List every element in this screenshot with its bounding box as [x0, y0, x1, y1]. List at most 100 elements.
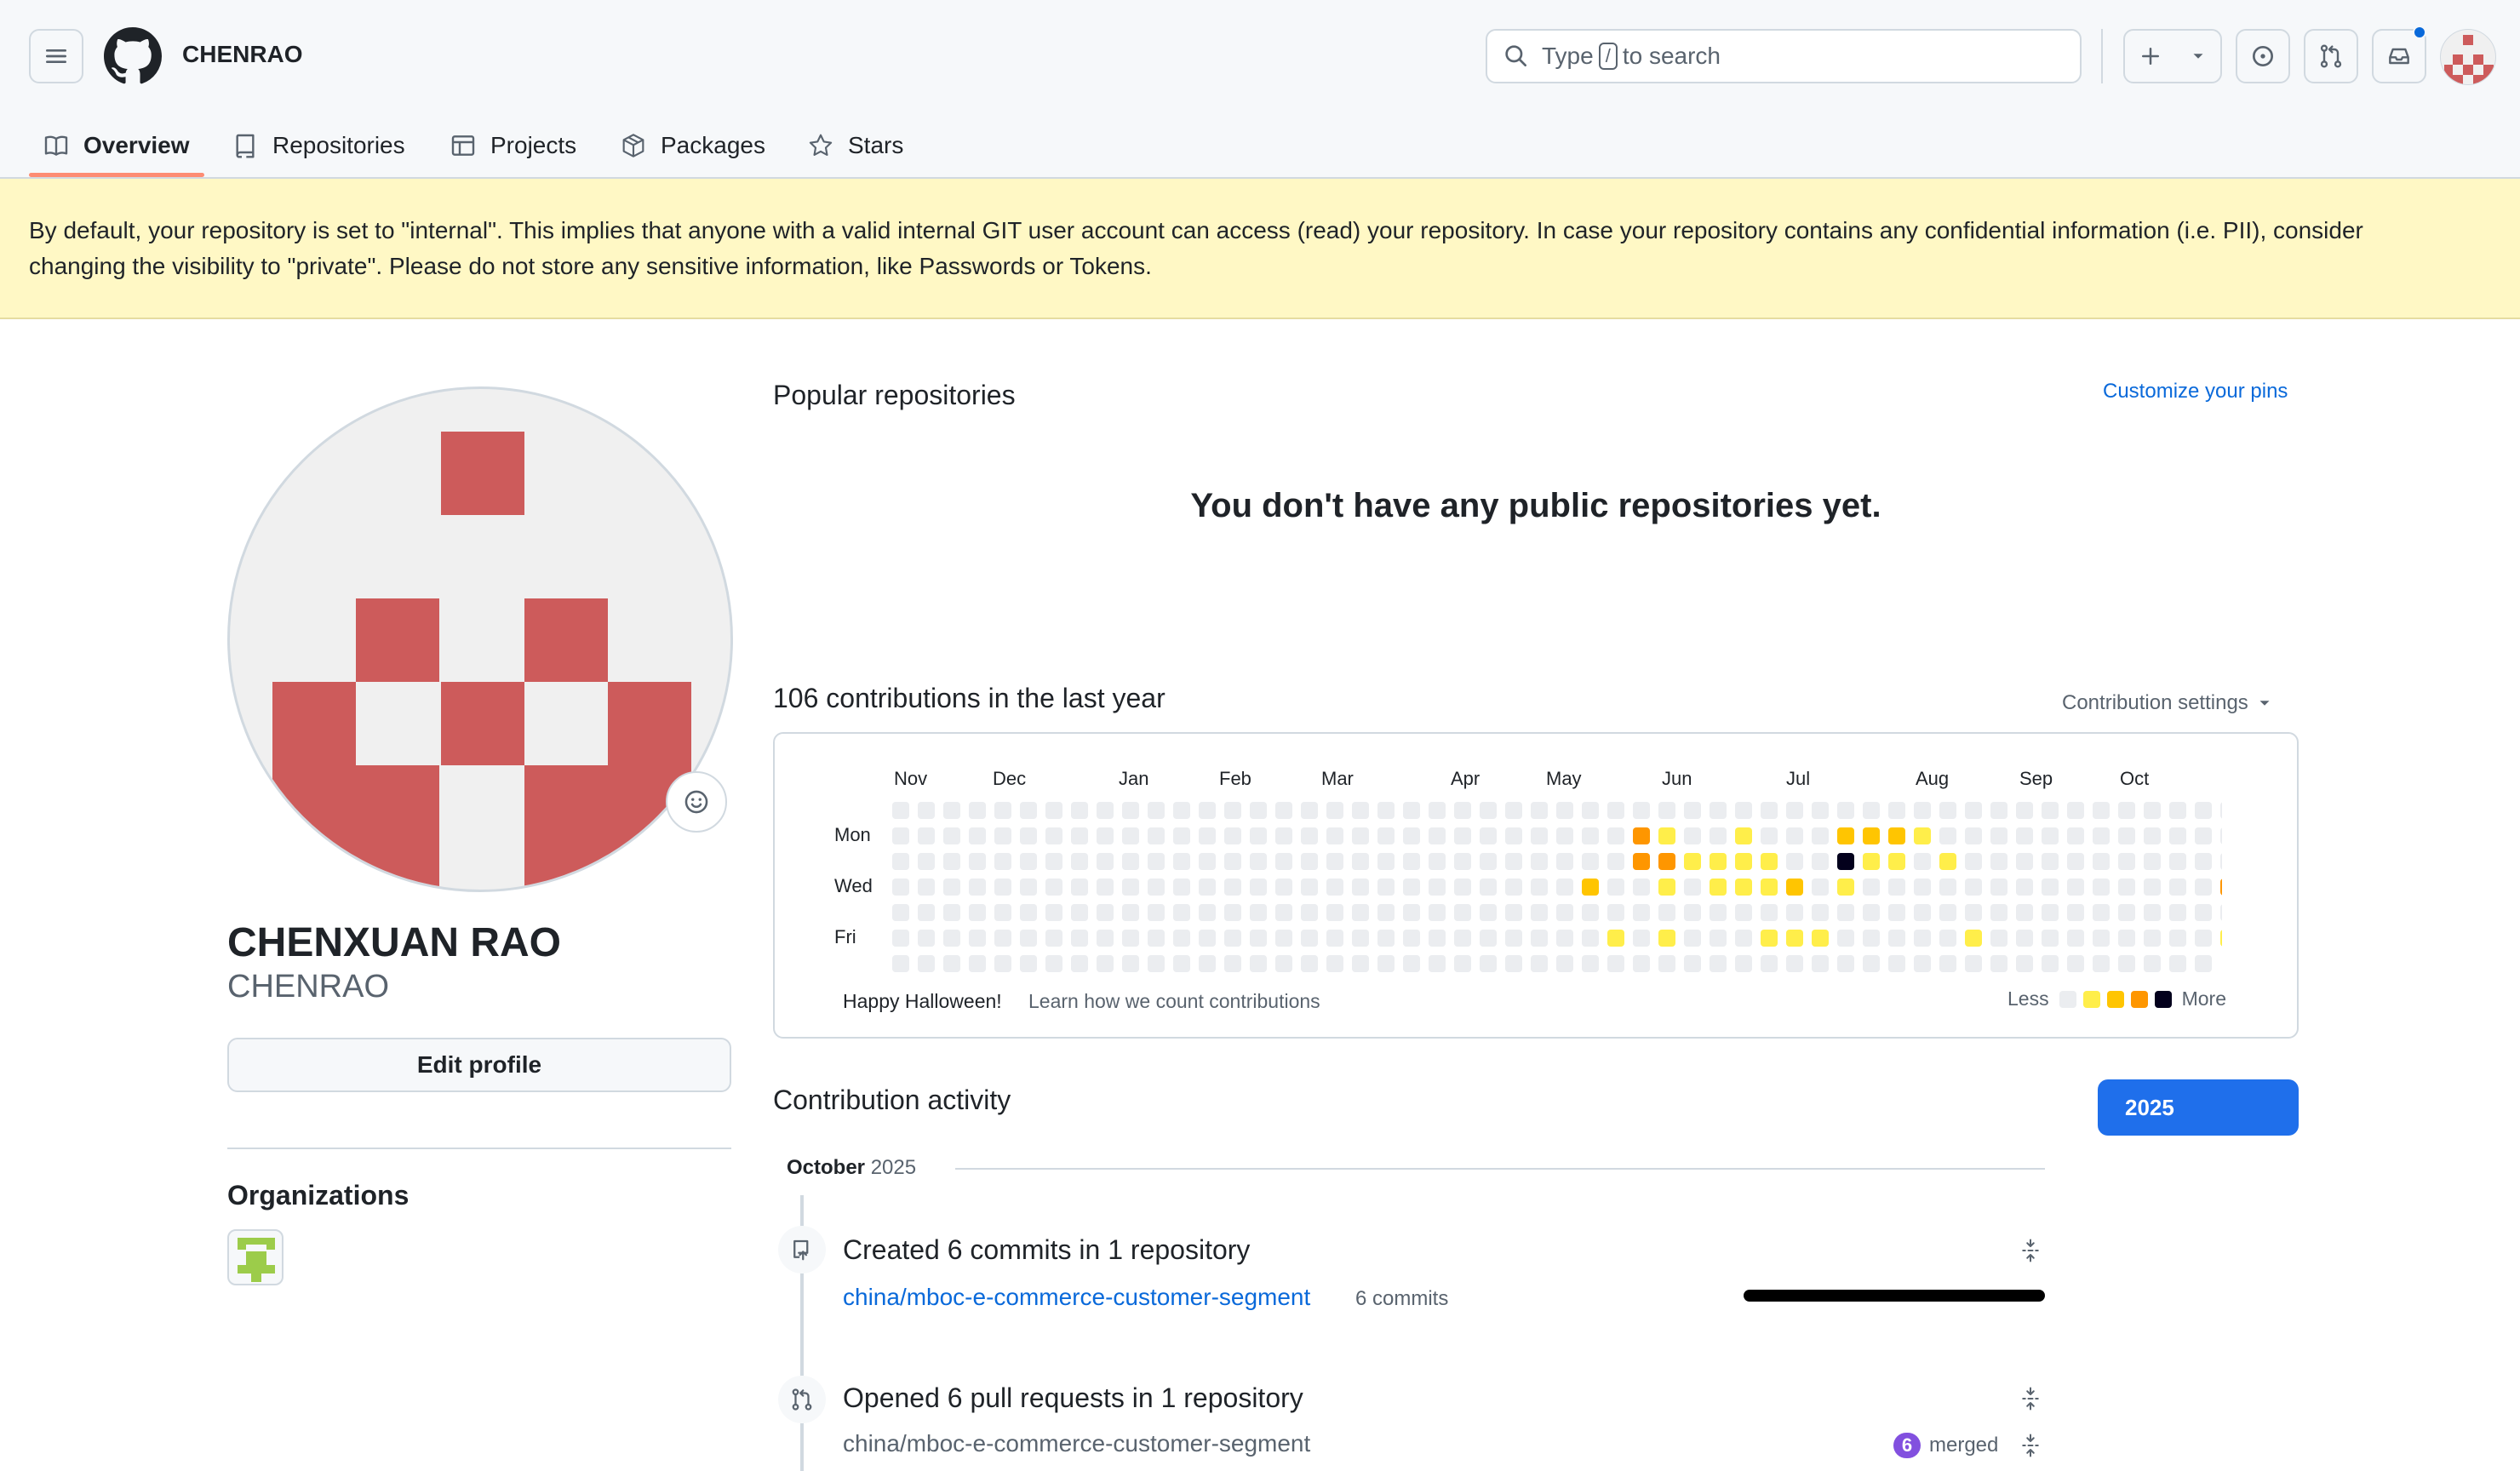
contribution-day-cell[interactable]	[2016, 930, 2033, 947]
contribution-day-cell[interactable]	[2067, 879, 2084, 896]
contribution-day-cell[interactable]	[1735, 827, 1752, 844]
contribution-day-cell[interactable]	[1786, 904, 1803, 921]
contribution-day-cell[interactable]	[1837, 853, 1854, 870]
contribution-day-cell[interactable]	[2220, 853, 2222, 870]
contribution-day-cell[interactable]	[2067, 802, 2084, 819]
contribution-day-cell[interactable]	[1837, 904, 1854, 921]
contribution-day-cell[interactable]	[1301, 827, 1318, 844]
contribution-day-cell[interactable]	[1607, 853, 1624, 870]
contribution-day-cell[interactable]	[2144, 955, 2161, 972]
contribution-day-cell[interactable]	[943, 802, 960, 819]
contribution-day-cell[interactable]	[2067, 955, 2084, 972]
contribution-day-cell[interactable]	[1863, 802, 1880, 819]
contribution-day-cell[interactable]	[1990, 853, 2007, 870]
contribution-day-cell[interactable]	[1556, 930, 1573, 947]
contribution-day-cell[interactable]	[1020, 930, 1037, 947]
contribution-day-cell[interactable]	[1556, 904, 1573, 921]
contribution-day-cell[interactable]	[1786, 955, 1803, 972]
contribution-day-cell[interactable]	[1429, 853, 1446, 870]
contribution-day-cell[interactable]	[1301, 904, 1318, 921]
contribution-day-cell[interactable]	[2042, 827, 2059, 844]
tab-repositories[interactable]: Repositories	[232, 116, 405, 175]
contribution-day-cell[interactable]	[1556, 853, 1573, 870]
contribution-day-cell[interactable]	[1812, 904, 1829, 921]
contribution-day-cell[interactable]	[1939, 955, 1956, 972]
issues-button[interactable]	[2236, 29, 2290, 83]
contribution-day-cell[interactable]	[1914, 904, 1931, 921]
contribution-day-cell[interactable]	[1301, 955, 1318, 972]
contribution-day-cell[interactable]	[1480, 879, 1497, 896]
contribution-day-cell[interactable]	[2220, 930, 2222, 947]
contribution-day-cell[interactable]	[1173, 904, 1190, 921]
contribution-day-cell[interactable]	[1531, 827, 1548, 844]
contribution-day-cell[interactable]	[1633, 802, 1650, 819]
contribution-day-cell[interactable]	[2067, 930, 2084, 947]
contribution-day-cell[interactable]	[994, 955, 1011, 972]
contribution-day-cell[interactable]	[1505, 904, 1522, 921]
contribution-day-cell[interactable]	[1377, 930, 1395, 947]
contribution-day-cell[interactable]	[1914, 802, 1931, 819]
contribution-day-cell[interactable]	[969, 879, 986, 896]
pull-requests-button[interactable]	[2304, 29, 2358, 83]
search-input[interactable]: Type / to search	[1486, 29, 2082, 83]
contribution-day-cell[interactable]	[1812, 827, 1829, 844]
contribution-day-cell[interactable]	[2144, 879, 2161, 896]
contribution-day-cell[interactable]	[2169, 827, 2186, 844]
fold-merged-button[interactable]	[2018, 1433, 2043, 1458]
contribution-day-cell[interactable]	[1250, 827, 1267, 844]
contribution-day-cell[interactable]	[1480, 802, 1497, 819]
contribution-day-cell[interactable]	[1429, 930, 1446, 947]
contribution-day-cell[interactable]	[1352, 930, 1369, 947]
contribution-day-cell[interactable]	[1786, 802, 1803, 819]
contribution-day-cell[interactable]	[1607, 802, 1624, 819]
contribution-day-cell[interactable]	[1965, 879, 1982, 896]
contribution-day-cell[interactable]	[2118, 955, 2135, 972]
contribution-day-cell[interactable]	[1684, 904, 1701, 921]
contribution-day-cell[interactable]	[1812, 853, 1829, 870]
contribution-day-cell[interactable]	[1480, 827, 1497, 844]
contribution-day-cell[interactable]	[2067, 853, 2084, 870]
contribution-day-cell[interactable]	[1352, 802, 1369, 819]
contribution-day-cell[interactable]	[1505, 827, 1522, 844]
contribution-day-cell[interactable]	[1250, 904, 1267, 921]
contribution-day-cell[interactable]	[969, 955, 986, 972]
contribution-day-cell[interactable]	[1480, 955, 1497, 972]
contribution-day-cell[interactable]	[918, 827, 935, 844]
contribution-day-cell[interactable]	[1582, 879, 1599, 896]
contribution-day-cell[interactable]	[2118, 904, 2135, 921]
contribution-day-cell[interactable]	[1403, 904, 1420, 921]
contribution-day-cell[interactable]	[1786, 930, 1803, 947]
contribution-day-cell[interactable]	[1761, 955, 1778, 972]
contribution-day-cell[interactable]	[1863, 827, 1880, 844]
contribution-day-cell[interactable]	[918, 853, 935, 870]
contribution-day-cell[interactable]	[1045, 827, 1062, 844]
contribution-day-cell[interactable]	[1097, 955, 1114, 972]
contribution-day-cell[interactable]	[994, 904, 1011, 921]
contribution-day-cell[interactable]	[1326, 879, 1343, 896]
contribution-day-cell[interactable]	[1199, 955, 1216, 972]
commit-repository-link[interactable]: china/mboc-e-commerce-customer-segment	[843, 1284, 1311, 1310]
fold-commits-button[interactable]	[2018, 1238, 2043, 1263]
contribution-day-cell[interactable]	[1582, 930, 1599, 947]
contribution-day-cell[interactable]	[1148, 904, 1165, 921]
contribution-day-cell[interactable]	[2220, 879, 2222, 896]
contribution-day-cell[interactable]	[1888, 930, 1905, 947]
contribution-day-cell[interactable]	[1020, 853, 1037, 870]
contribution-day-cell[interactable]	[1148, 955, 1165, 972]
contribution-day-cell[interactable]	[1045, 802, 1062, 819]
contribution-day-cell[interactable]	[1684, 930, 1701, 947]
contribution-day-cell[interactable]	[2016, 955, 2033, 972]
contribution-day-cell[interactable]	[1505, 879, 1522, 896]
contribution-day-cell[interactable]	[1148, 930, 1165, 947]
contribution-day-cell[interactable]	[1607, 827, 1624, 844]
contribution-day-cell[interactable]	[2195, 930, 2212, 947]
contribution-day-cell[interactable]	[1045, 853, 1062, 870]
contribution-day-cell[interactable]	[1352, 853, 1369, 870]
contribution-day-cell[interactable]	[1097, 827, 1114, 844]
contribution-day-cell[interactable]	[1352, 904, 1369, 921]
contribution-day-cell[interactable]	[1761, 802, 1778, 819]
contribution-day-cell[interactable]	[1071, 853, 1088, 870]
contribution-day-cell[interactable]	[1761, 930, 1778, 947]
contribution-day-cell[interactable]	[1684, 827, 1701, 844]
contribution-day-cell[interactable]	[1224, 827, 1241, 844]
